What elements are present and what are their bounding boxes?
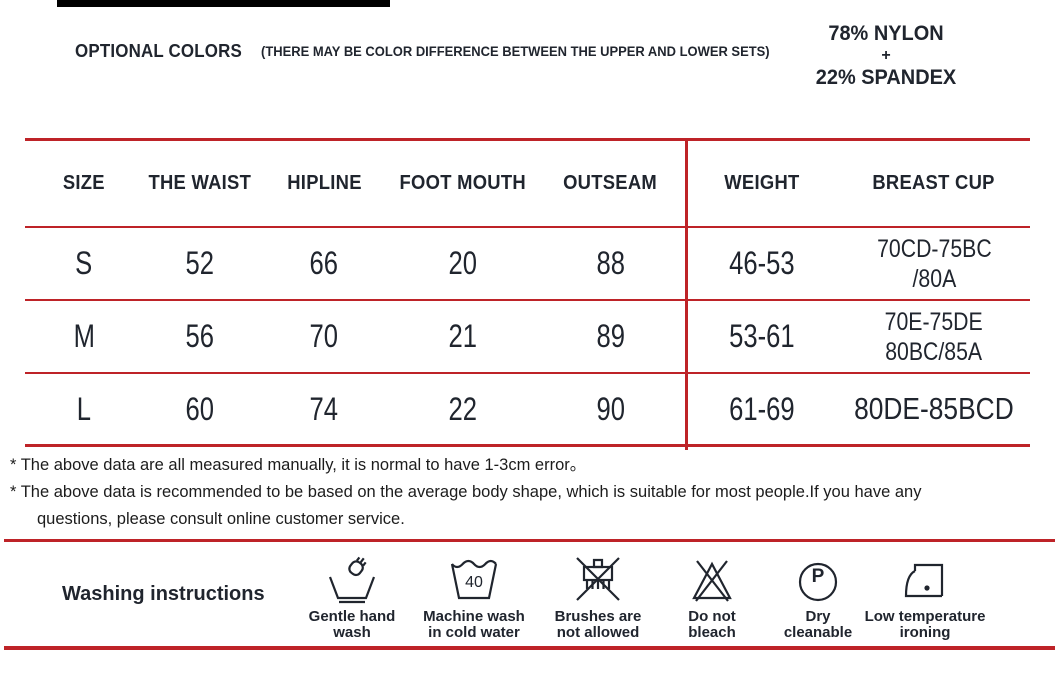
table-row-s: S 52 66 20 88 46-53 70CD-75BC/80A — [25, 228, 1030, 299]
table-top-border — [25, 138, 1030, 141]
table-row-m: M 56 70 21 89 53-61 70E-75DE 80BC/85A — [25, 301, 1030, 372]
table-header-separator — [25, 226, 1030, 228]
table-bottom-border — [25, 444, 1030, 447]
washing-top-rule — [4, 539, 1055, 542]
cell-breast-cup: 70CD-75BC/80A — [876, 234, 992, 293]
wash-item-label: Do not bleach — [688, 608, 736, 641]
cell-weight: 46-53 — [729, 245, 795, 281]
wash-item-label: Machine wash in cold water — [423, 608, 525, 641]
cell-weight: 61-69 — [729, 390, 795, 427]
cell-hipline: 70 — [309, 318, 339, 354]
cell-size: L — [76, 390, 92, 427]
wash-item-label: Gentle hand wash — [308, 608, 396, 641]
wash-item-no-brush: Brushes are not allowed — [528, 552, 668, 641]
cell-breast-cup: 70E-75DE 80BC/85A — [884, 307, 984, 366]
fabric-spandex: 22% SPANDEX — [815, 66, 957, 89]
table-row-l: L 60 74 22 90 61-69 80DE-85BCD — [25, 374, 1030, 444]
col-header-size: SIZE — [62, 172, 106, 194]
table-vertical-divider — [685, 138, 688, 450]
footnote-2-line1: * The above data is recommended to be ba… — [10, 483, 922, 501]
fabric-plus: + — [881, 47, 891, 64]
optional-colors-heading: OPTIONAL COLORS (THERE MAY BE COLOR DIFF… — [75, 41, 791, 62]
optional-colors-label: OPTIONAL COLORS — [75, 41, 243, 61]
cell-outseam: 90 — [596, 390, 625, 427]
optional-colors-note: (THERE MAY BE COLOR DIFFERENCE BETWEEN T… — [261, 44, 770, 59]
top-crop-bar — [57, 0, 390, 7]
cell-size: S — [75, 245, 93, 281]
col-header-breast-cup: BREAST CUP — [872, 172, 996, 194]
cell-hipline: 66 — [309, 245, 339, 281]
table-header-row: SIZE THE WAIST HIPLINE FOOT MOUTH OUTSEA… — [25, 141, 1030, 226]
wash-item-label: Brushes are not allowed — [554, 608, 642, 641]
cell-outseam: 88 — [596, 245, 625, 281]
cell-hipline: 74 — [309, 390, 339, 427]
washing-instructions-title: Washing instructions — [62, 583, 265, 605]
machine-wash-temp: 40 — [465, 574, 483, 591]
cell-size: M — [73, 318, 95, 354]
washing-bottom-rule — [4, 646, 1055, 650]
no-brush-icon — [528, 552, 668, 606]
wash-item-do-not-bleach: Do not bleach — [642, 552, 782, 641]
fabric-nylon: 78% NYLON — [828, 22, 944, 45]
size-table: SIZE THE WAIST HIPLINE FOOT MOUTH OUTSEA… — [25, 138, 1030, 450]
col-header-hipline: HIPLINE — [286, 172, 362, 194]
low-iron-icon — [855, 552, 995, 606]
wash-item-machine-wash: 40 Machine wash in cold water — [404, 552, 544, 641]
cell-foot-mouth: 20 — [448, 245, 478, 281]
cell-outseam: 89 — [596, 318, 625, 354]
cell-waist: 56 — [185, 318, 215, 354]
do-not-bleach-icon — [642, 552, 782, 606]
wash-item-hand-wash: Gentle hand wash — [282, 552, 422, 641]
table-row-separator-2 — [25, 372, 1030, 374]
dry-clean-letter: P — [811, 566, 825, 587]
wash-item-dry-clean: P Dry cleanable — [748, 552, 888, 641]
machine-wash-40-icon: 40 — [404, 552, 544, 606]
table-row-separator-1 — [25, 299, 1030, 301]
fabric-composition: 78% NYLON + 22% SPANDEX — [780, 21, 992, 91]
footnotes: * The above data are all measured manual… — [10, 452, 921, 533]
cell-breast-cup: 80DE-85BCD — [854, 391, 1014, 426]
col-header-the-waist: THE WAIST — [148, 172, 252, 194]
cell-foot-mouth: 22 — [448, 390, 478, 427]
hand-wash-icon — [282, 552, 422, 606]
dry-clean-icon: P — [748, 552, 888, 606]
cell-weight: 53-61 — [729, 318, 795, 354]
cell-waist: 60 — [185, 390, 215, 427]
col-header-weight: WEIGHT — [724, 172, 800, 194]
col-header-outseam: OUTSEAM — [563, 172, 658, 194]
wash-item-label: Low temperature ironing — [864, 608, 986, 641]
footnote-1: * The above data are all measured manual… — [10, 456, 587, 474]
wash-item-low-iron: Low temperature ironing — [855, 552, 995, 641]
col-header-foot-mouth: FOOT MOUTH — [399, 172, 527, 194]
cell-foot-mouth: 21 — [448, 318, 478, 354]
wash-item-label: Dry cleanable — [783, 608, 853, 641]
footnote-2-line2: questions, please consult online custome… — [37, 510, 405, 528]
cell-waist: 52 — [185, 245, 215, 281]
